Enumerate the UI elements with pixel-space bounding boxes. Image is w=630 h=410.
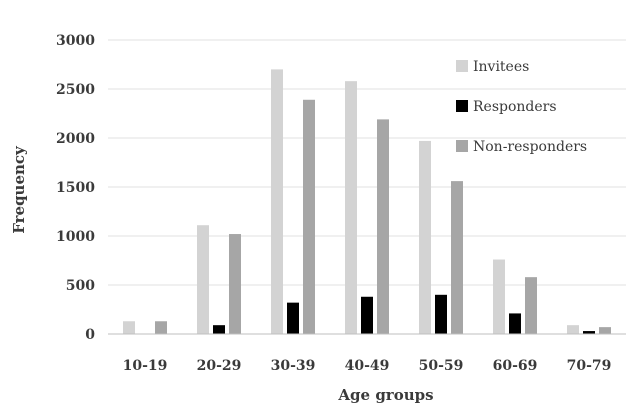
y-tick-label: 500 xyxy=(66,278,95,294)
bar-non-responders-10-19 xyxy=(155,321,167,334)
grid-lines xyxy=(108,39,626,286)
bar-responders-30-39 xyxy=(287,302,299,334)
bars xyxy=(123,69,611,335)
bar-invitees-60-69 xyxy=(493,259,505,334)
x-tick-label: 20-29 xyxy=(197,358,242,374)
x-tick-label: 50-59 xyxy=(419,358,464,374)
bar-invitees-40-49 xyxy=(345,81,357,334)
x-tick-label: 70-79 xyxy=(567,358,612,374)
bar-responders-20-29 xyxy=(213,325,225,334)
bar-invitees-20-29 xyxy=(197,225,209,334)
bar-invitees-50-59 xyxy=(419,140,431,334)
legend: Invitees Responders Non-responders xyxy=(456,59,587,155)
bar-non-responders-60-69 xyxy=(525,277,537,334)
bar-responders-40-49 xyxy=(361,296,373,334)
x-tick-label: 60-69 xyxy=(493,358,538,374)
bar-responders-60-69 xyxy=(509,313,521,334)
y-axis-title: Frequency xyxy=(10,145,28,234)
bar-invitees-30-39 xyxy=(271,69,283,335)
bar-non-responders-70-79 xyxy=(599,327,611,334)
legend-label: Responders xyxy=(473,99,557,115)
axes: 0 500 1000 1500 2000 2500 3000 10-19 20-29 30-39 4… xyxy=(56,33,626,374)
y-tick-label: 1000 xyxy=(56,229,95,245)
legend-label: Invitees xyxy=(473,59,529,75)
bar-non-responders-30-39 xyxy=(303,99,315,334)
y-tick-label: 3000 xyxy=(56,33,95,49)
x-tick-label: 40-49 xyxy=(345,358,390,374)
legend-label: Non-responders xyxy=(473,139,587,155)
x-tick-label: 10-19 xyxy=(123,358,168,374)
x-axis-title: Age groups xyxy=(337,386,433,404)
y-tick-label: 0 xyxy=(85,327,95,343)
bar-responders-70-79 xyxy=(583,331,595,334)
bar-non-responders-40-49 xyxy=(377,119,389,334)
y-tick-label: 2000 xyxy=(56,131,95,147)
bar-non-responders-20-29 xyxy=(229,234,241,334)
bar-invitees-10-19 xyxy=(123,321,135,334)
bar-invitees-70-79 xyxy=(567,325,579,334)
y-tick-label: 2500 xyxy=(56,82,95,98)
x-tick-label: 30-39 xyxy=(271,358,316,374)
legend-swatch xyxy=(456,140,468,152)
legend-swatch xyxy=(456,60,468,72)
y-tick-label: 1500 xyxy=(56,180,95,196)
bar-non-responders-50-59 xyxy=(451,181,463,334)
bar-responders-50-59 xyxy=(435,294,447,334)
legend-swatch xyxy=(456,100,468,112)
